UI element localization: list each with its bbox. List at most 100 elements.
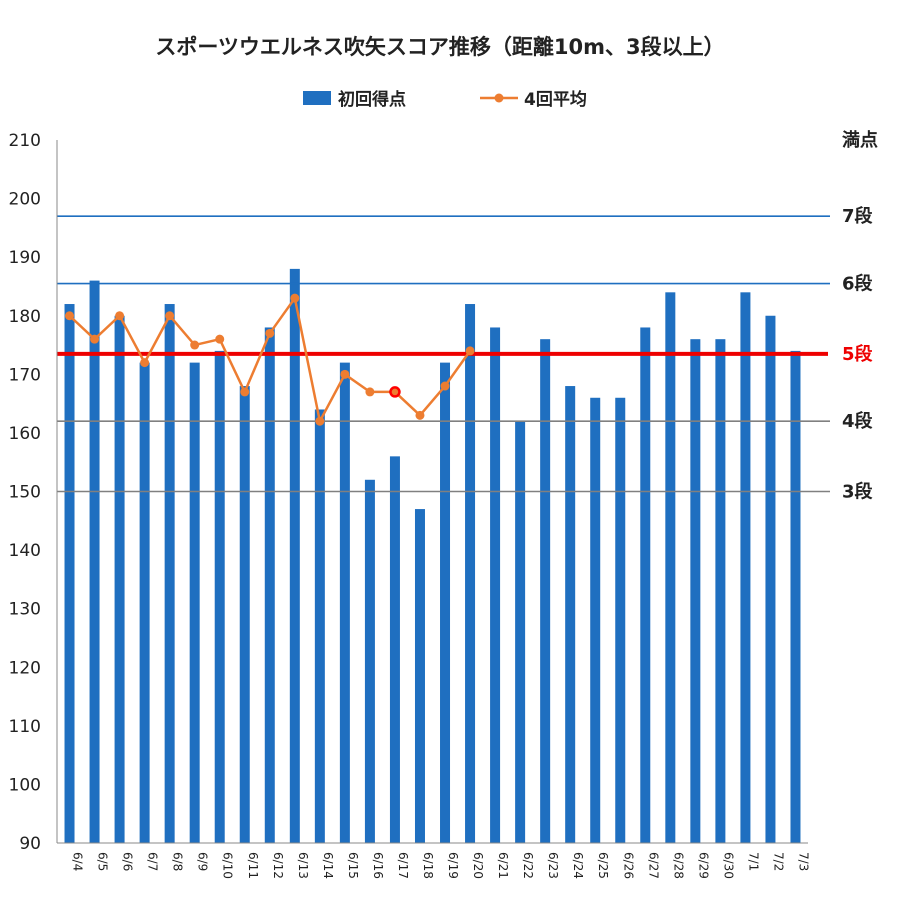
bar-6-29	[690, 339, 701, 843]
reference-label-1: 7段	[842, 205, 874, 227]
average-point-6-18	[415, 410, 425, 420]
average-point-6-17	[389, 386, 401, 398]
x-tick-6-8: 6/8	[171, 852, 185, 871]
y-tick-130: 130	[9, 600, 41, 620]
legend-label-line: 4回平均	[524, 89, 587, 110]
x-axis-ticks: 6/4 6/5 6/6 6/7 6/8 6/9 6/10 6/11 6/12 6/13 6/14 6/…	[71, 852, 811, 879]
x-tick-6-20: 6/20	[471, 852, 485, 879]
bar-6-27	[640, 327, 651, 844]
bar-6-28	[665, 292, 676, 843]
legend-swatch-bars	[303, 91, 331, 105]
reference-label-0: 満点	[842, 129, 878, 151]
x-tick-6-27: 6/27	[646, 852, 660, 879]
average-point-6-9	[190, 340, 200, 350]
average-point-6-12	[265, 328, 275, 338]
x-tick-7-3: 7/3	[796, 852, 810, 871]
x-tick-6-4: 6/4	[71, 852, 85, 871]
reference-lines-layer	[57, 215, 830, 493]
average-point-6-15	[340, 369, 350, 379]
bar-7-2	[765, 315, 776, 843]
bar-6-12	[264, 327, 275, 844]
x-tick-6-13: 6/13	[296, 852, 310, 879]
bar-6-20	[465, 304, 476, 843]
x-tick-6-18: 6/18	[421, 852, 435, 879]
x-tick-6-22: 6/22	[521, 852, 535, 879]
x-tick-6-19: 6/19	[446, 852, 460, 879]
bar-6-19	[440, 362, 451, 843]
bar-6-21	[490, 327, 501, 844]
average-point-6-4	[65, 311, 75, 321]
bar-7-1	[740, 292, 751, 843]
bar-6-11	[239, 386, 250, 843]
y-axis-ticks: 90 100 110 120 130 140 150 160 170 180 190 200 210	[9, 131, 41, 854]
bar-6-7	[139, 362, 150, 843]
average-point-6-19	[440, 381, 450, 391]
x-tick-6-12: 6/12	[271, 852, 285, 879]
legend: 初回得点 4回平均	[303, 89, 587, 110]
x-tick-6-21: 6/21	[496, 852, 510, 879]
x-tick-6-29: 6/29	[696, 852, 710, 879]
reference-labels-layer: 満点 7段 6段 5段 4段 3段	[842, 129, 878, 503]
axes-layer	[56, 140, 808, 844]
bar-6-6	[114, 315, 125, 843]
bar-7-3	[790, 350, 801, 843]
average-point-6-16	[365, 387, 375, 397]
x-tick-6-17: 6/17	[396, 852, 410, 879]
average-point-6-13	[290, 293, 300, 303]
y-tick-120: 120	[9, 658, 41, 678]
average-point-6-20	[465, 346, 475, 356]
y-tick-210: 210	[9, 131, 41, 151]
x-tick-7-2: 7/2	[771, 852, 785, 871]
x-tick-6-14: 6/14	[321, 852, 335, 879]
reference-label-5: 3段	[842, 481, 874, 503]
reference-label-2: 6段	[842, 273, 874, 295]
y-tick-190: 190	[9, 248, 41, 268]
bar-6-13	[289, 268, 300, 843]
average-point-6-5	[90, 334, 100, 344]
bar-6-8	[164, 304, 175, 843]
bar-6-30	[715, 339, 726, 843]
x-tick-6-28: 6/28	[671, 852, 685, 879]
y-tick-180: 180	[9, 307, 41, 327]
bar-6-22	[515, 421, 526, 843]
y-tick-110: 110	[9, 717, 41, 737]
x-tick-6-7: 6/7	[146, 852, 160, 871]
y-tick-160: 160	[9, 424, 41, 444]
x-tick-6-26: 6/26	[621, 852, 635, 879]
x-tick-6-9: 6/9	[196, 852, 210, 871]
x-tick-6-11: 6/11	[246, 852, 260, 879]
bar-6-4	[64, 304, 75, 843]
bars-layer	[64, 268, 801, 844]
y-tick-200: 200	[9, 190, 41, 210]
bar-6-25	[590, 397, 601, 843]
x-tick-6-15: 6/15	[346, 852, 360, 879]
x-tick-6-10: 6/10	[221, 852, 235, 879]
bar-6-23	[540, 339, 551, 843]
average-point-6-11	[240, 387, 250, 397]
x-tick-6-6: 6/6	[121, 852, 135, 871]
average-point-6-8	[165, 311, 175, 321]
average-point-6-10	[215, 334, 225, 344]
bar-6-9	[189, 362, 200, 843]
average-point-6-7	[140, 358, 150, 368]
y-tick-90: 90	[19, 834, 41, 854]
bar-6-10	[214, 350, 225, 843]
bar-6-5	[89, 280, 100, 844]
bar-6-16	[364, 479, 375, 843]
x-tick-6-30: 6/30	[721, 852, 735, 879]
y-tick-100: 100	[9, 775, 41, 795]
average-point-6-6	[115, 311, 125, 321]
average-line-layer	[65, 293, 475, 426]
reference-label-3: 5段	[842, 343, 874, 365]
x-tick-6-23: 6/23	[546, 852, 560, 879]
x-tick-6-16: 6/16	[371, 852, 385, 879]
y-tick-170: 170	[9, 365, 41, 385]
bar-6-18	[414, 509, 425, 843]
chart-title: スポーツウエルネス吹矢スコア推移（距離10m、3段以上）	[155, 35, 724, 59]
x-tick-6-25: 6/25	[596, 852, 610, 879]
bar-6-24	[565, 386, 576, 843]
average-point-6-14	[315, 416, 325, 426]
y-tick-140: 140	[9, 541, 41, 561]
